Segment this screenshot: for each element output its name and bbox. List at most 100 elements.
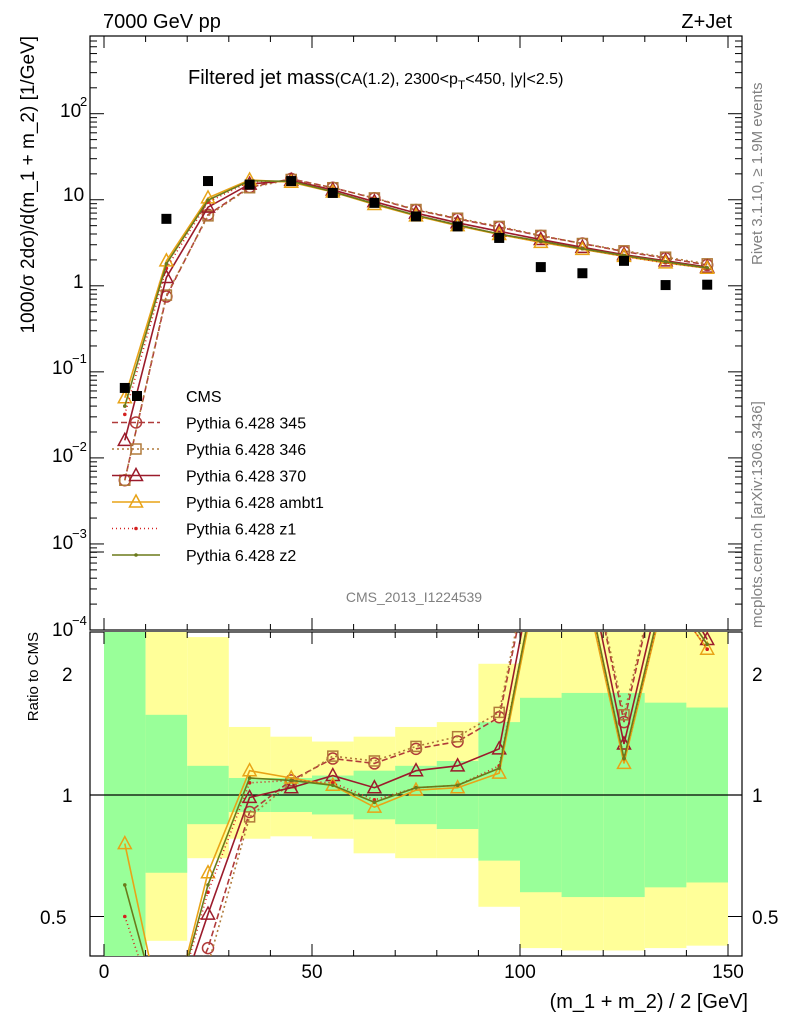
series-marker-ratio — [325, 766, 341, 782]
y-tick-label-0p01: 10 — [52, 446, 73, 467]
series-marker-ratio — [123, 914, 127, 919]
series-marker-ratio — [414, 785, 418, 790]
analysis-label: CMS_2013_I1224539 — [346, 589, 482, 605]
legend-label: Pythia 6.428 ambt1 — [186, 495, 324, 512]
x-tick-label-50: 50 — [301, 962, 322, 983]
legend-marker — [130, 443, 142, 455]
series-marker-ratio — [705, 642, 709, 647]
series-marker-ratio — [705, 647, 709, 651]
series-marker-ratio — [289, 778, 294, 783]
series-line-main — [124, 178, 708, 481]
inner-band-bin — [145, 714, 188, 873]
cms-data-point — [535, 262, 546, 273]
process-label: Z+Jet — [681, 11, 732, 33]
ratio-plot-frame — [89, 631, 743, 957]
cms-data-point — [452, 221, 463, 232]
series-marker-main — [533, 230, 549, 246]
cms-data-point — [577, 268, 588, 279]
y-axis-title-main: 1000/σ 2dσ)/d(m_1 + m_2) [1/GeV] — [18, 36, 39, 334]
legend-label: Pythia 6.428 z1 — [186, 522, 296, 539]
series-marker-ratio — [699, 640, 715, 655]
series-line-ratio — [193, 632, 708, 956]
y-axis-title-ratio: Ratio to CMS — [25, 632, 42, 721]
cms-data-point — [244, 179, 255, 190]
x-tick-labels: 0 50 100 150 — [99, 962, 744, 983]
series-line-ratio — [124, 632, 708, 956]
series-marker-main — [206, 198, 210, 202]
ratio-series-group — [117, 630, 715, 956]
y-tick-label-100-exp: 2 — [80, 94, 87, 109]
mcplots-label: mcplots.cern.ch [arXiv:1306.3436] — [749, 401, 766, 628]
series-marker-main — [657, 252, 674, 267]
cms-data-point — [203, 176, 213, 187]
ratio-tick-0p5-right: 0.5 — [752, 908, 778, 929]
series-marker-ratio — [618, 709, 630, 721]
inner-band-bin — [104, 632, 146, 956]
y-tick-label-1: 1 — [73, 272, 84, 293]
ratio-tick-1-right: 1 — [752, 786, 763, 807]
legend: CMS Pythia 6.428 345 Pythia 6.428 346 Pythi… — [112, 389, 324, 565]
series-marker-main — [705, 265, 709, 270]
legend-cms-label: CMS — [186, 389, 222, 406]
y-tick-label-0p001: 10 — [52, 533, 73, 554]
series-marker-ratio — [243, 811, 256, 823]
x-tick-label-100: 100 — [504, 962, 536, 983]
series-marker-ratio — [372, 800, 377, 805]
series-marker-ratio — [206, 883, 210, 887]
series-marker-main — [123, 404, 127, 408]
series-marker-ratio — [368, 755, 381, 767]
series-marker-ratio — [497, 766, 502, 771]
ratio-tick-2-left: 2 — [62, 665, 73, 686]
x-tick-label-150: 150 — [712, 962, 744, 983]
cms-data-point — [119, 382, 130, 393]
series-line-ratio — [203, 632, 646, 956]
legend-label: Pythia 6.428 370 — [186, 469, 306, 486]
series-marker-ratio — [247, 776, 252, 780]
series-line-ratio — [209, 632, 645, 956]
y-tick-label-0p1: 10 — [52, 358, 73, 379]
series-marker-ratio — [241, 762, 258, 777]
series-marker-ratio — [493, 706, 505, 719]
plot-title: Filtered jet mass(CA(1.2), 2300<pT<450, … — [188, 67, 563, 92]
legend-marker — [134, 553, 138, 557]
series-marker-ratio — [200, 864, 216, 879]
series-marker-main — [117, 431, 133, 447]
series-marker-ratio — [201, 941, 215, 955]
y-tick-labels-main: 10 2 10 1 10 −1 10 −2 10 −3 10 −4 — [52, 94, 87, 641]
cms-data-point — [327, 187, 338, 198]
series-marker-ratio — [451, 730, 464, 743]
ratio-tick-0p5-left: 0.5 — [40, 908, 66, 929]
cms-data-point — [411, 211, 421, 222]
series-marker-ratio — [410, 740, 422, 753]
cms-data-point — [619, 255, 629, 266]
legend-marker — [128, 493, 144, 508]
series-marker-ratio — [117, 835, 133, 850]
series-marker-ratio — [283, 779, 299, 794]
series-marker-main — [164, 262, 169, 266]
series-line-main — [124, 178, 708, 481]
outer-band-bin — [187, 637, 229, 859]
series-marker-main — [539, 239, 543, 243]
series-marker-ratio — [241, 788, 258, 804]
series-marker-main — [123, 412, 127, 417]
y-tick-label-10: 10 — [63, 185, 84, 206]
cms-data-point — [286, 176, 297, 187]
x-axis-title: (m_1 + m_2) / 2 [GeV] — [550, 991, 748, 1013]
series-marker-ratio — [283, 769, 299, 784]
legend-marker — [128, 466, 144, 482]
series-marker-main — [580, 246, 585, 251]
axis-ticks — [90, 35, 742, 956]
series-marker-ratio — [622, 756, 626, 761]
legend-label: Pythia 6.428 345 — [186, 416, 306, 433]
legend-marker — [129, 416, 143, 429]
main-plot-frame — [89, 35, 743, 631]
legend-label: Pythia 6.428 346 — [186, 442, 306, 459]
legend-marker — [134, 526, 138, 531]
cms-data-point — [660, 280, 671, 291]
y-tick-label-100: 10 — [60, 101, 81, 122]
series-marker-ratio — [449, 757, 466, 772]
series-marker-ratio — [327, 750, 339, 762]
series-marker-ratio — [366, 779, 383, 794]
y-tick-labels-ratio: 2 1 0.5 2 1 0.5 — [40, 665, 778, 929]
